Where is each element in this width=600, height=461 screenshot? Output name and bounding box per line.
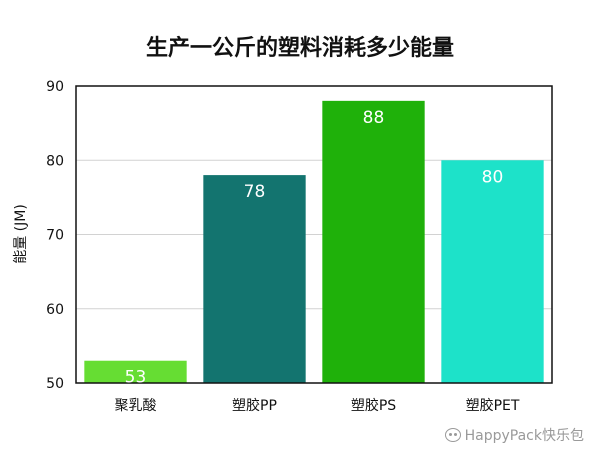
data-labels: 53 78 88 80 <box>125 108 504 388</box>
x-tick-label: 塑胶PET <box>466 397 520 414</box>
x-tick-labels: 聚乳酸 塑胶PP 塑胶PS 塑胶PET <box>115 397 520 414</box>
data-label: 78 <box>244 182 266 202</box>
y-tick-labels: 50 60 70 80 90 <box>46 79 64 392</box>
data-label: 88 <box>363 108 385 128</box>
bar <box>84 360 187 383</box>
y-axis-label: 能量 (JM) <box>13 204 29 264</box>
bars <box>84 100 544 383</box>
data-label: 80 <box>482 167 504 187</box>
chart-title: 生产一公斤的塑料消耗多少能量 <box>145 36 454 61</box>
y-tick-label: 90 <box>46 79 64 95</box>
y-tick-label: 60 <box>46 302 64 318</box>
bar <box>441 160 544 383</box>
x-tick-label: 聚乳酸 <box>115 398 157 414</box>
y-tick-label: 80 <box>46 153 64 169</box>
bar <box>322 100 425 383</box>
bar <box>203 175 306 383</box>
x-tick-label: 塑胶PP <box>232 397 277 414</box>
y-tick-label: 50 <box>46 376 64 392</box>
x-tick-label: 塑胶PS <box>351 397 396 414</box>
data-label: 53 <box>125 368 147 388</box>
wechat-icon <box>444 428 461 442</box>
plot-frame <box>75 85 553 384</box>
watermark: HappyPack快乐包 <box>444 425 584 445</box>
y-tick-label: 70 <box>46 228 64 244</box>
watermark-text: HappyPack快乐包 <box>464 428 584 444</box>
